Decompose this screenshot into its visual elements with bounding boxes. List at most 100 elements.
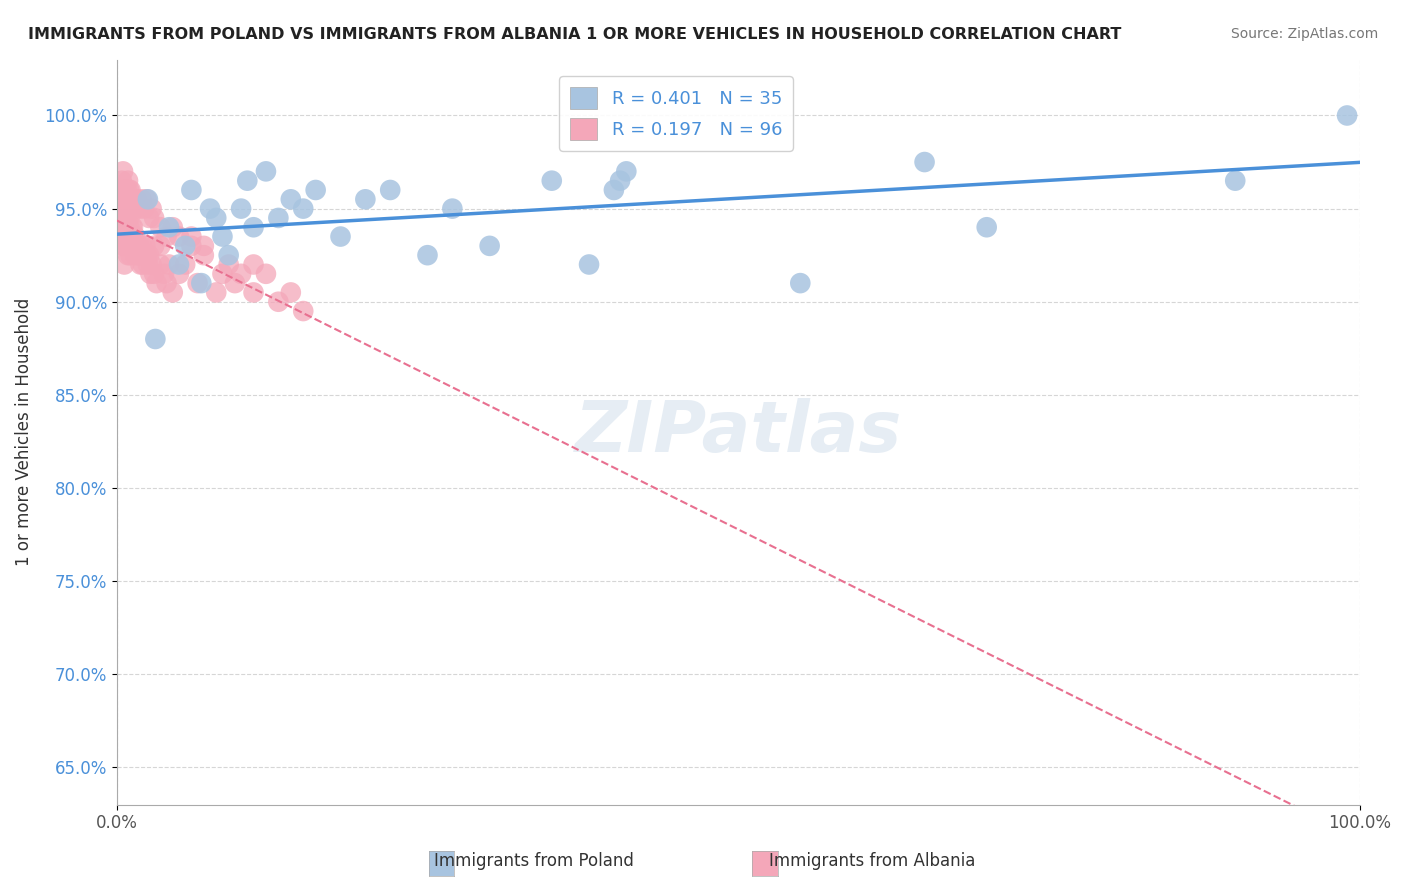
Point: [242, 285, 264, 300]
Point: [124, 248, 146, 262]
Point: [128, 239, 150, 253]
Point: [416, 248, 439, 262]
Point: [110, 192, 132, 206]
Text: IMMIGRANTS FROM POLAND VS IMMIGRANTS FROM ALBANIA 1 OR MORE VEHICLES IN HOUSEHOL: IMMIGRANTS FROM POLAND VS IMMIGRANTS FRO…: [28, 27, 1122, 42]
Point: [229, 267, 252, 281]
Point: [127, 248, 149, 262]
Point: [354, 192, 377, 206]
Point: [141, 258, 163, 272]
Point: [136, 192, 159, 206]
Point: [120, 248, 142, 262]
Point: [110, 183, 132, 197]
Y-axis label: 1 or more Vehicles in Household: 1 or more Vehicles in Household: [15, 298, 32, 566]
Point: [280, 285, 302, 300]
Point: [117, 174, 139, 188]
Point: [112, 258, 135, 272]
Point: [180, 183, 202, 197]
Point: [198, 202, 221, 216]
Point: [120, 183, 142, 197]
Point: [111, 174, 134, 188]
Point: [132, 258, 155, 272]
Point: [143, 211, 166, 225]
Point: [135, 192, 157, 206]
Point: [131, 248, 153, 262]
Point: [329, 229, 352, 244]
Point: [120, 229, 142, 244]
Point: [136, 258, 159, 272]
Point: [114, 220, 136, 235]
Point: [139, 267, 162, 281]
Point: [124, 229, 146, 244]
Point: [117, 248, 139, 262]
Text: Immigrants from Albania: Immigrants from Albania: [769, 852, 974, 870]
Point: [149, 258, 172, 272]
Point: [540, 174, 562, 188]
Point: [242, 220, 264, 235]
Point: [112, 183, 135, 197]
Point: [134, 248, 156, 262]
Point: [1225, 174, 1247, 188]
Point: [115, 183, 138, 197]
Point: [122, 220, 145, 235]
Point: [114, 192, 136, 206]
Point: [111, 220, 134, 235]
Point: [149, 220, 172, 235]
Point: [138, 211, 160, 225]
Point: [121, 220, 143, 235]
Point: [180, 229, 202, 244]
Point: [242, 258, 264, 272]
Point: [167, 258, 190, 272]
Point: [478, 239, 501, 253]
Point: [143, 239, 166, 253]
Point: [155, 229, 177, 244]
Point: [976, 220, 998, 235]
Point: [167, 267, 190, 281]
Point: [174, 258, 197, 272]
Point: [149, 239, 172, 253]
Point: [180, 239, 202, 253]
Point: [280, 192, 302, 206]
Point: [112, 164, 135, 178]
Point: [112, 239, 135, 253]
Point: [211, 267, 233, 281]
Text: Source: ZipAtlas.com: Source: ZipAtlas.com: [1230, 27, 1378, 41]
Point: [118, 239, 141, 253]
Point: [441, 202, 464, 216]
Point: [914, 155, 936, 169]
Point: [121, 239, 143, 253]
Point: [115, 229, 138, 244]
Point: [141, 202, 163, 216]
Point: [162, 220, 184, 235]
Text: Immigrants from Poland: Immigrants from Poland: [434, 852, 634, 870]
Point: [609, 174, 631, 188]
Point: [128, 202, 150, 216]
Point: [145, 276, 167, 290]
Point: [138, 248, 160, 262]
Point: [254, 267, 277, 281]
Point: [162, 285, 184, 300]
Point: [218, 258, 240, 272]
Point: [614, 164, 637, 178]
Point: [380, 183, 402, 197]
Point: [292, 304, 315, 318]
Point: [125, 239, 148, 253]
Point: [118, 192, 141, 206]
Point: [789, 276, 811, 290]
Legend: R = 0.401   N = 35, R = 0.197   N = 96: R = 0.401 N = 35, R = 0.197 N = 96: [560, 76, 793, 151]
Point: [112, 229, 135, 244]
Point: [129, 258, 152, 272]
Point: [135, 248, 157, 262]
Point: [157, 220, 180, 235]
Point: [134, 202, 156, 216]
Text: ZIPatlas: ZIPatlas: [575, 398, 901, 467]
Point: [174, 239, 197, 253]
Point: [157, 258, 180, 272]
Point: [267, 211, 290, 225]
Point: [118, 211, 141, 225]
Point: [143, 332, 166, 346]
Point: [236, 174, 259, 188]
Point: [112, 202, 135, 216]
Point: [118, 183, 141, 197]
Point: [122, 229, 145, 244]
Point: [122, 192, 145, 206]
